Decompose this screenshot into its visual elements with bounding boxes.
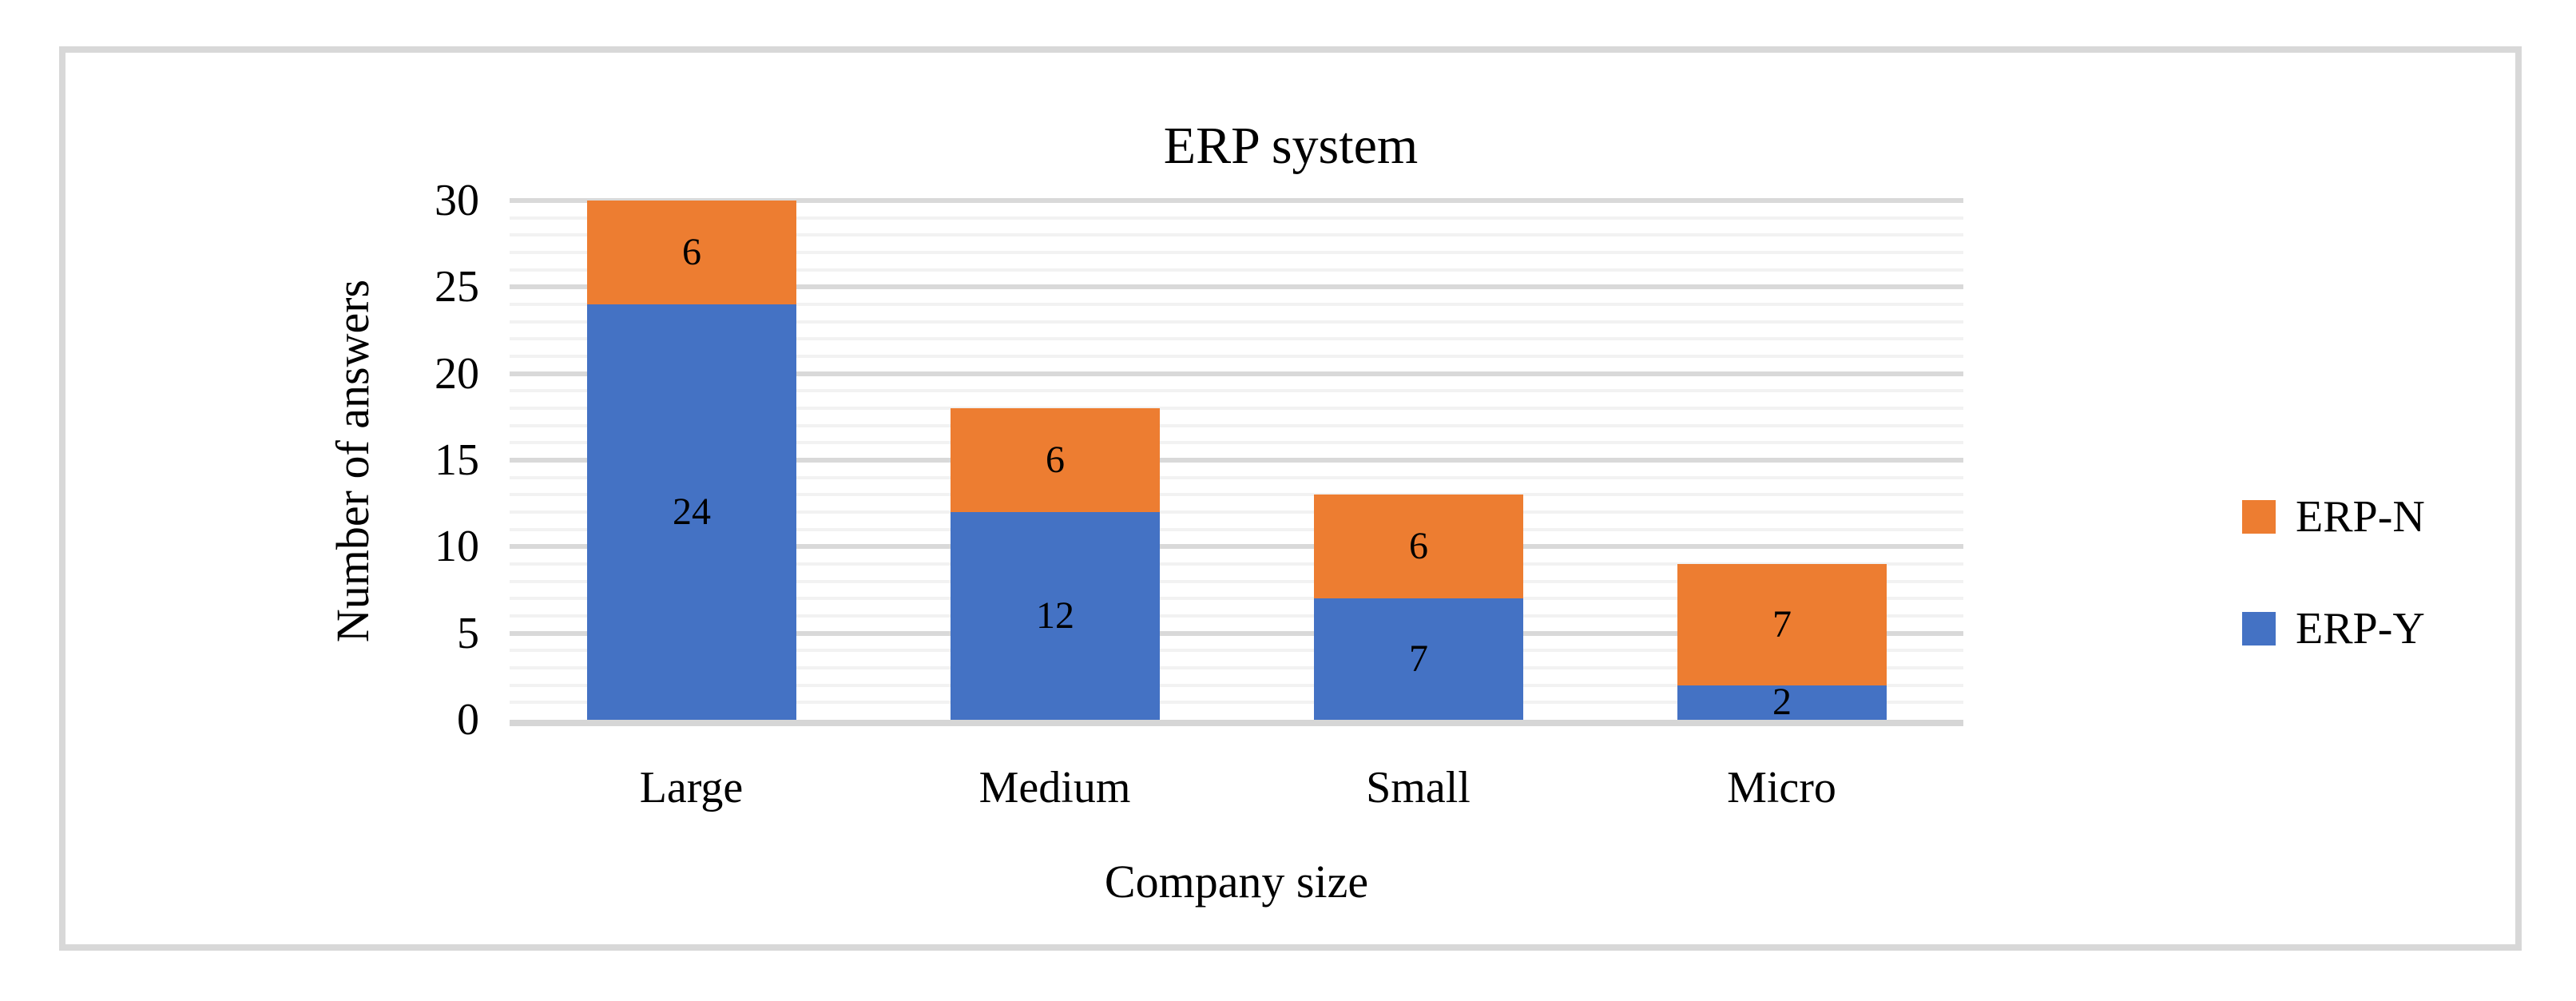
minor-gridline [510, 337, 1963, 340]
y-axis-tick-label: 5 [457, 609, 479, 658]
chart-frame [59, 46, 2522, 951]
legend-label-erp-n: ERP-N [2296, 492, 2425, 542]
x-axis-category-label: Medium [978, 763, 1131, 812]
chart-title: ERP system [1163, 117, 1419, 175]
data-label-small-erp-y: 7 [1409, 638, 1428, 680]
y-axis-tick-label: 20 [435, 349, 479, 399]
major-gridline [510, 198, 1963, 203]
minor-gridline [510, 476, 1963, 479]
y-axis-tick-label: 25 [435, 262, 479, 312]
data-label-large-erp-y: 24 [673, 491, 711, 533]
data-label-medium-erp-n: 6 [1046, 439, 1065, 481]
legend-swatch-icon-erp-y [2242, 612, 2276, 645]
minor-gridline [510, 268, 1963, 272]
minor-gridline [510, 320, 1963, 324]
minor-gridline [510, 597, 1963, 600]
y-axis-tick-label: 15 [435, 435, 479, 485]
bar-segment-small-erp-y [1314, 598, 1523, 720]
minor-gridline [510, 389, 1963, 392]
major-gridline [510, 371, 1963, 376]
x-axis-category-label: Micro [1727, 763, 1836, 812]
x-axis-category-label: Small [1366, 763, 1471, 812]
minor-gridline [510, 666, 1963, 669]
minor-gridline [510, 407, 1963, 410]
bar-segment-micro-erp-n [1677, 564, 1887, 685]
minor-gridline [510, 562, 1963, 566]
bar-segment-medium-erp-y [951, 512, 1160, 720]
minor-gridline [510, 303, 1963, 306]
minor-gridline [510, 701, 1963, 704]
minor-gridline [510, 355, 1963, 358]
y-axis-title: Number of answers [327, 279, 379, 643]
data-label-medium-erp-y: 12 [1036, 594, 1074, 637]
minor-gridline [510, 233, 1963, 236]
minor-gridline [510, 510, 1963, 514]
minor-gridline [510, 216, 1963, 220]
major-gridline [510, 544, 1963, 549]
major-gridline [510, 284, 1963, 289]
legend-label-erp-y: ERP-Y [2296, 604, 2425, 653]
minor-gridline [510, 614, 1963, 618]
minor-gridline [510, 684, 1963, 687]
y-axis-tick-label: 10 [435, 522, 479, 571]
bar-segment-small-erp-n [1314, 495, 1523, 598]
minor-gridline [510, 528, 1963, 531]
bar-segment-large-erp-n [587, 201, 796, 304]
x-axis-category-label: Large [639, 763, 744, 812]
legend-swatch-icon-erp-n [2242, 500, 2276, 534]
major-gridline [510, 458, 1963, 463]
bar-segment-large-erp-y [587, 304, 796, 720]
minor-gridline [510, 251, 1963, 254]
minor-gridline [510, 493, 1963, 496]
y-axis-tick-label: 30 [435, 176, 479, 225]
minor-gridline [510, 441, 1963, 444]
bar-segment-medium-erp-n [951, 408, 1160, 512]
minor-gridline [510, 649, 1963, 652]
x-axis-title: Company size [1104, 856, 1369, 908]
data-label-large-erp-n: 6 [682, 231, 701, 273]
x-axis-line [510, 720, 1963, 726]
data-label-micro-erp-y: 2 [1772, 681, 1792, 723]
major-gridline [510, 631, 1963, 636]
bar-segment-micro-erp-y [1677, 685, 1887, 720]
minor-gridline [510, 580, 1963, 583]
data-label-micro-erp-n: 7 [1772, 603, 1792, 645]
y-axis-tick-label: 0 [457, 695, 479, 745]
data-label-small-erp-n: 6 [1409, 525, 1428, 567]
minor-gridline [510, 424, 1963, 427]
